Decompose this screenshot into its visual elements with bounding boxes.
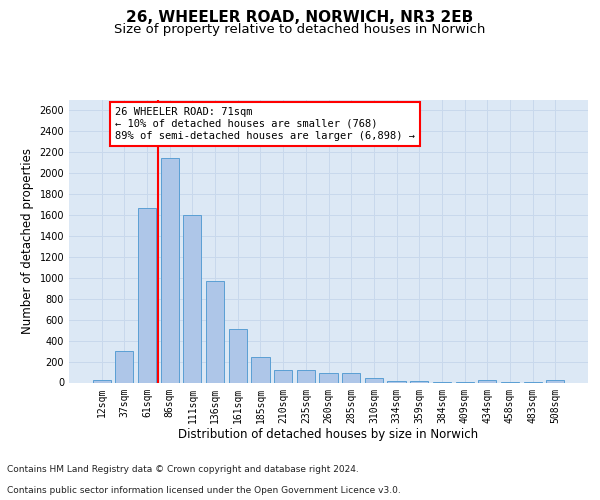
Bar (342, 372, 360, 382)
Bar (138, 208, 156, 382)
Bar (546, 380, 565, 382)
Bar (297, 370, 315, 382)
Bar (115, 351, 133, 382)
Text: 26, WHEELER ROAD, NORWICH, NR3 2EB: 26, WHEELER ROAD, NORWICH, NR3 2EB (127, 10, 473, 25)
Text: 26 WHEELER ROAD: 71sqm
← 10% of detached houses are smaller (768)
89% of semi-de: 26 WHEELER ROAD: 71sqm ← 10% of detached… (115, 108, 415, 140)
Bar (410, 381, 428, 382)
Bar (229, 329, 247, 382)
Text: Contains public sector information licensed under the Open Government Licence v3: Contains public sector information licen… (7, 486, 401, 495)
Bar (274, 370, 292, 382)
X-axis label: Distribution of detached houses by size in Norwich: Distribution of detached houses by size … (178, 428, 479, 441)
Text: Size of property relative to detached houses in Norwich: Size of property relative to detached ho… (115, 22, 485, 36)
Bar (388, 381, 406, 382)
Bar (251, 357, 269, 382)
Bar (92, 380, 111, 382)
Bar (478, 380, 496, 382)
Bar (184, 215, 202, 382)
Text: Contains HM Land Registry data © Crown copyright and database right 2024.: Contains HM Land Registry data © Crown c… (7, 465, 359, 474)
Bar (365, 378, 383, 382)
Y-axis label: Number of detached properties: Number of detached properties (21, 148, 34, 334)
Bar (206, 281, 224, 382)
Bar (161, 158, 179, 382)
Bar (319, 372, 338, 382)
